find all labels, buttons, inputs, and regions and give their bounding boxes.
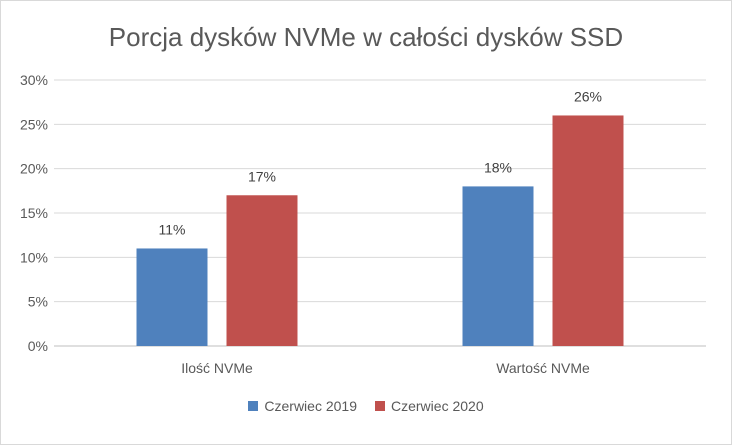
- y-tick-label: 25%: [20, 116, 48, 132]
- legend: Czerwiec 2019 Czerwiec 2020: [0, 398, 732, 414]
- legend-item-series-2: Czerwiec 2020: [375, 398, 484, 414]
- data-label: 17%: [248, 168, 276, 184]
- legend-swatch-series-2: [375, 401, 385, 411]
- y-tick-label: 10%: [20, 249, 48, 265]
- y-tick-label: 20%: [20, 161, 48, 177]
- data-label: 18%: [484, 159, 512, 175]
- y-tick-label: 30%: [20, 72, 48, 88]
- y-tick-label: 0%: [28, 338, 48, 354]
- legend-label-series-2: Czerwiec 2020: [391, 398, 484, 414]
- legend-label-series-1: Czerwiec 2019: [264, 398, 357, 414]
- bar-1-2: [462, 186, 534, 346]
- y-tick-label: 15%: [20, 205, 48, 221]
- data-label: 26%: [574, 88, 602, 104]
- bar-2-1: [226, 195, 298, 346]
- data-label: 11%: [159, 221, 186, 237]
- y-tick-label: 5%: [28, 294, 48, 310]
- bar-1-1: [136, 248, 208, 346]
- legend-swatch-series-1: [248, 401, 259, 411]
- x-category-label: Ilość NVMe: [181, 360, 253, 376]
- bar-2-2: [552, 115, 624, 346]
- legend-item-series-1: Czerwiec 2019: [248, 398, 357, 414]
- chart-title: Porcja dysków NVMe w całości dysków SSD: [108, 22, 624, 52]
- x-category-label: Wartość NVMe: [496, 360, 590, 376]
